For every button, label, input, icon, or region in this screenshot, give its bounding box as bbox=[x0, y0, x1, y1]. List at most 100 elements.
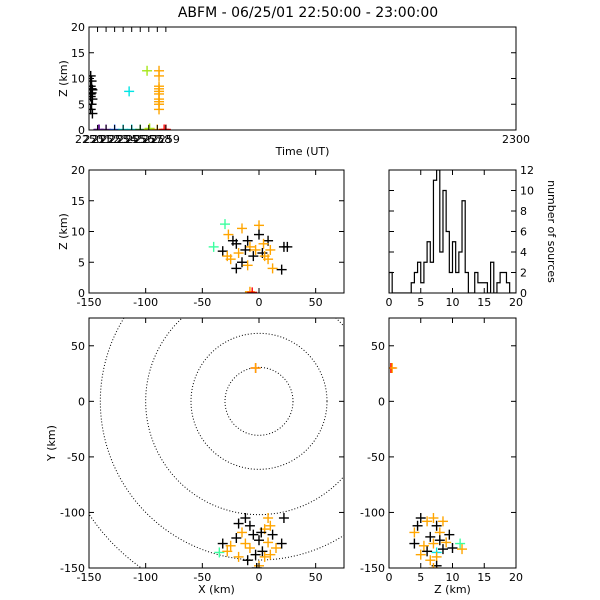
data-point bbox=[263, 537, 274, 548]
data-point bbox=[254, 229, 264, 240]
data-point bbox=[225, 254, 236, 265]
data-point bbox=[265, 244, 276, 255]
y-tick-label: 0 bbox=[78, 287, 85, 300]
data-point bbox=[208, 241, 219, 252]
y-tick-label: -100 bbox=[360, 506, 385, 519]
data-point bbox=[154, 70, 165, 81]
data-point bbox=[237, 527, 247, 538]
y-tick-label: -50 bbox=[67, 451, 85, 464]
data-point bbox=[428, 513, 439, 523]
z-y-panel: 0 5 10 15 20 -150 -100 -50 0 50 Z (km) bbox=[360, 317, 523, 596]
y-tick-label: 4 bbox=[520, 246, 527, 259]
data-point bbox=[244, 520, 255, 531]
data-point bbox=[428, 538, 439, 549]
data-point bbox=[154, 104, 165, 115]
data-point bbox=[233, 518, 244, 529]
figure-title: ABFM - 06/25/01 22:50:00 - 23:00:00 bbox=[178, 5, 438, 21]
data-point bbox=[244, 543, 255, 553]
data-point bbox=[240, 513, 251, 523]
data-point bbox=[237, 223, 247, 234]
x-z-frame bbox=[88, 169, 345, 294]
data-point bbox=[248, 251, 259, 262]
data-point bbox=[220, 219, 230, 230]
data-point bbox=[455, 538, 466, 549]
data-point bbox=[89, 88, 96, 99]
y-tick-label: 20 bbox=[71, 164, 85, 177]
y-tick-label: 20 bbox=[71, 21, 85, 34]
data-point bbox=[231, 238, 242, 249]
x-y-panel: -150 -100 -50 0 50 -150 -100 -50 0 50 X (km) Y (km) bbox=[45, 317, 345, 596]
data-point bbox=[276, 538, 287, 549]
y-axis-label: Z (km) bbox=[57, 213, 70, 250]
y-tick-label: 5 bbox=[78, 256, 85, 269]
data-point bbox=[431, 520, 442, 531]
x-tick-label: 15 bbox=[477, 571, 491, 584]
y-tick-label: 8 bbox=[520, 205, 527, 218]
data-point bbox=[222, 546, 233, 557]
data-point bbox=[254, 220, 264, 231]
data-point bbox=[258, 238, 269, 249]
y-tick-label: 10 bbox=[71, 226, 85, 239]
z-histogram-content bbox=[389, 170, 516, 293]
time-height-panel: 2250225122522253225422552256225722582259… bbox=[57, 21, 530, 158]
x-tick-label: -50 bbox=[193, 296, 211, 309]
x-tick-label: 15 bbox=[477, 296, 491, 309]
x-tick-label: 2257 bbox=[135, 133, 163, 146]
range-ring bbox=[224, 366, 294, 436]
y-tick-label: 12 bbox=[520, 164, 534, 177]
data-point bbox=[89, 104, 96, 115]
x-tick-label: 5 bbox=[417, 571, 424, 584]
data-point bbox=[412, 520, 423, 531]
y-tick-label: -150 bbox=[60, 562, 85, 575]
z-y-frame bbox=[388, 317, 517, 569]
data-point bbox=[231, 263, 242, 274]
data-point bbox=[271, 543, 281, 553]
data-point bbox=[422, 516, 433, 527]
y-tick-label: 50 bbox=[71, 340, 85, 353]
x-axis-label: X (km) bbox=[198, 583, 235, 596]
data-point bbox=[425, 555, 436, 566]
data-point bbox=[237, 257, 247, 268]
y-tick-label: 10 bbox=[520, 185, 534, 198]
z-y-content bbox=[389, 363, 468, 568]
data-point bbox=[457, 544, 468, 555]
data-point bbox=[444, 529, 455, 540]
data-point bbox=[415, 513, 426, 523]
data-point bbox=[250, 549, 261, 560]
data-point bbox=[434, 535, 445, 546]
y-tick-label: -100 bbox=[60, 506, 85, 519]
x-tick-label: 10 bbox=[446, 296, 460, 309]
data-point bbox=[217, 246, 228, 257]
data-point bbox=[144, 123, 155, 130]
y-axis-label: number of sources bbox=[545, 180, 558, 283]
data-point bbox=[259, 551, 270, 562]
x-tick-label: -100 bbox=[133, 571, 158, 584]
x-tick-label: -50 bbox=[193, 571, 211, 584]
range-ring bbox=[190, 332, 328, 470]
data-point bbox=[278, 513, 289, 523]
data-point bbox=[263, 513, 274, 523]
data-point bbox=[276, 264, 287, 275]
data-point bbox=[441, 537, 452, 548]
x-tick-label: 0 bbox=[386, 571, 393, 584]
x-y-frame bbox=[88, 317, 345, 569]
x-axis-label: Time (UT) bbox=[275, 145, 330, 158]
x-tick-label: 2252 bbox=[92, 133, 120, 146]
x-tick-label: 2254 bbox=[109, 133, 137, 146]
x-tick-label: 50 bbox=[309, 296, 323, 309]
y-tick-label: -150 bbox=[360, 562, 385, 575]
data-point bbox=[250, 244, 261, 255]
data-point bbox=[428, 563, 439, 568]
x-tick-label: 0 bbox=[256, 571, 263, 584]
data-point bbox=[259, 251, 270, 262]
y-tick-label: -50 bbox=[367, 451, 385, 464]
histogram-steps bbox=[389, 170, 516, 293]
data-point bbox=[233, 248, 244, 259]
data-point bbox=[248, 529, 259, 540]
y-tick-label: 15 bbox=[71, 195, 85, 208]
data-point bbox=[415, 549, 426, 560]
data-point bbox=[247, 287, 258, 293]
x-tick-label: -100 bbox=[133, 296, 158, 309]
